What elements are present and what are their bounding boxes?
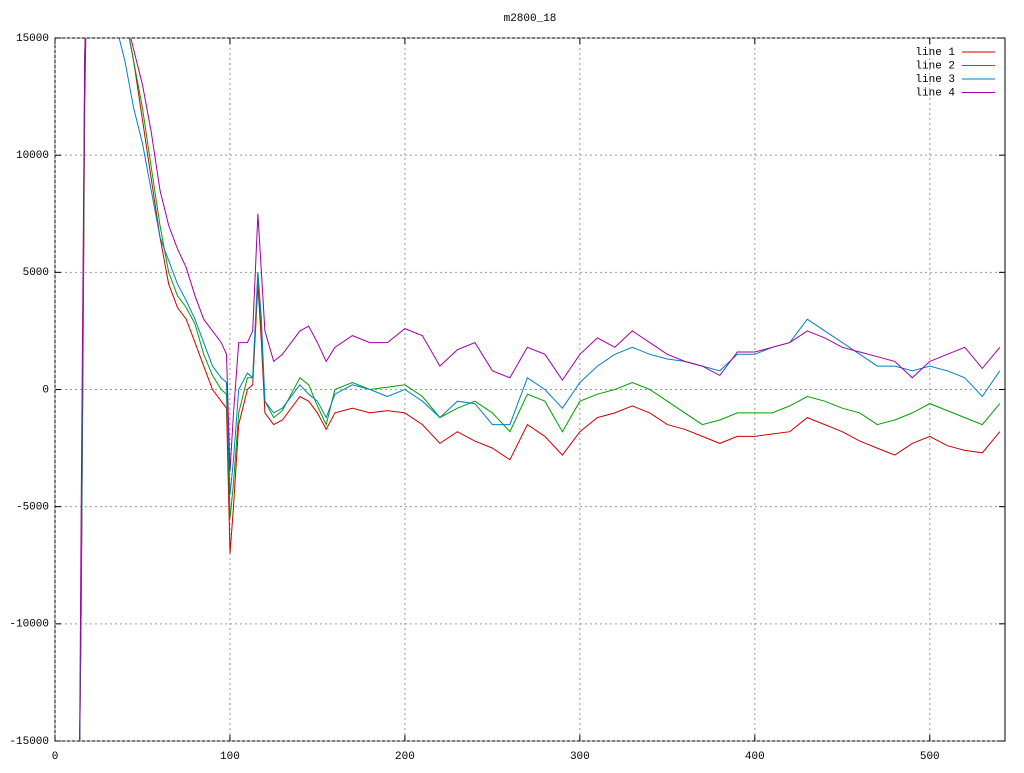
series-line [79,38,1001,741]
chart-title: m2800_18 [504,13,557,25]
series-line [79,38,1001,741]
x-tick-label: 100 [220,751,240,763]
y-tick-label: 5000 [23,267,49,279]
series-line [79,38,1001,741]
y-tick-label: -15000 [9,736,49,748]
plot-lines [79,38,1001,741]
y-tick-label: -5000 [16,502,49,514]
legend-label: line 4 [915,87,955,99]
series-line [79,38,1001,741]
x-tick-label: 500 [920,751,940,763]
x-tick-label: 200 [395,751,415,763]
x-tick-label: 400 [745,751,765,763]
y-tick-label: -10000 [9,619,49,631]
x-tick-label: 300 [570,751,590,763]
y-tick-label: 0 [42,384,49,396]
legend-label: line 1 [915,47,955,59]
x-tick-label: 0 [52,751,59,763]
y-tick-label: 15000 [16,33,49,45]
y-tick-label: 10000 [16,150,49,162]
legend-label: line 2 [915,60,955,72]
legend-label: line 3 [915,74,955,86]
